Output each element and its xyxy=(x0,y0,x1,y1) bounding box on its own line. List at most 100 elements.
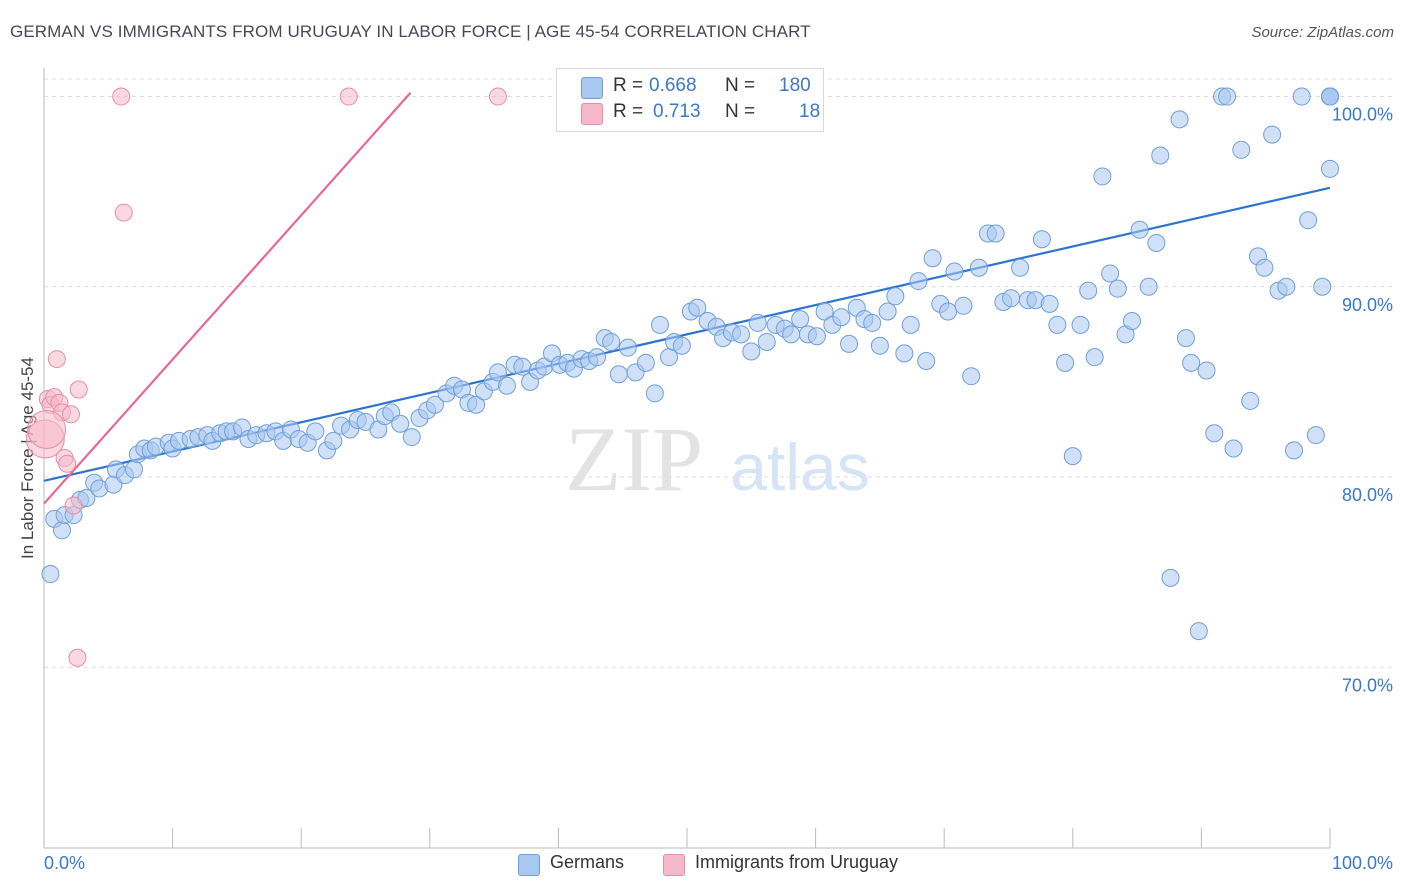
point-germans xyxy=(870,336,889,355)
point-germans xyxy=(1122,312,1141,331)
x-tick-label: 0.0% xyxy=(44,853,85,873)
point-germans xyxy=(1130,220,1149,239)
point-germans xyxy=(886,287,905,306)
gridlines xyxy=(44,78,1392,668)
point-germans xyxy=(391,414,410,433)
point-germans xyxy=(939,302,958,321)
point-germans xyxy=(1224,439,1243,458)
point-germans xyxy=(1197,361,1216,380)
point-germans xyxy=(815,302,834,321)
point-germans xyxy=(1002,289,1021,308)
point-germans xyxy=(917,351,936,370)
legend-n-label: N = xyxy=(725,75,756,96)
point-germans xyxy=(636,353,655,372)
legend-r-label: R = xyxy=(613,101,644,122)
point-germans xyxy=(1170,110,1189,129)
point-germans xyxy=(1189,622,1208,641)
point-germans xyxy=(840,334,859,353)
point-germans xyxy=(1011,258,1030,277)
point-uruguay xyxy=(112,87,131,106)
legend-swatch-uruguay xyxy=(581,103,603,125)
point-germans xyxy=(645,384,664,403)
point-germans xyxy=(962,367,981,386)
legend-label-germans: Germans xyxy=(550,852,625,872)
point-germans xyxy=(324,431,343,450)
point-uruguay xyxy=(64,496,83,515)
point-germans xyxy=(688,298,707,317)
point-germans xyxy=(945,262,964,281)
legend-r-value: 0.713 xyxy=(653,101,701,122)
point-germans xyxy=(1048,315,1067,334)
point-germans xyxy=(1263,125,1282,144)
point-uruguay xyxy=(47,350,66,369)
point-germans xyxy=(1321,87,1339,106)
point-germans xyxy=(1063,447,1082,466)
point-germans xyxy=(618,338,637,357)
point-germans xyxy=(1255,258,1274,277)
point-uruguay xyxy=(62,405,81,424)
point-germans xyxy=(467,395,486,414)
point-germans xyxy=(1040,294,1059,313)
point-germans xyxy=(1108,279,1127,298)
watermark-zip: ZIP xyxy=(565,408,703,510)
point-germans xyxy=(1151,146,1170,165)
legend-n-value: 18 xyxy=(799,101,821,122)
point-germans xyxy=(1176,329,1195,348)
point-germans xyxy=(782,325,801,344)
point-germans xyxy=(1232,140,1251,159)
point-germans xyxy=(587,348,606,367)
point-uruguay xyxy=(339,87,358,106)
legend-swatch-germans xyxy=(518,854,540,876)
point-germans xyxy=(1079,281,1098,300)
point-germans xyxy=(602,332,621,351)
legend-label-uruguay: Immigrants from Uruguay xyxy=(695,852,899,872)
legend-n-value: 180 xyxy=(779,75,811,96)
point-germans xyxy=(1292,87,1311,106)
point-uruguay xyxy=(69,380,88,399)
point-germans xyxy=(1218,87,1237,106)
point-germans xyxy=(1101,264,1120,283)
point-germans xyxy=(757,332,776,351)
point-germans xyxy=(863,313,882,332)
point-germans xyxy=(742,342,761,361)
source-credit: Source: ZipAtlas.com xyxy=(1251,24,1394,41)
point-germans xyxy=(832,308,851,327)
legend-swatch-uruguay xyxy=(663,854,685,876)
correlation-legend: R = 0.668 N = 180 R = 0.713 N = 18 xyxy=(556,68,824,132)
point-germans xyxy=(807,327,826,346)
tick-labels: 70.0% 80.0% 90.0% 100.0% 0.0% 100.0% xyxy=(44,105,1393,873)
y-tick-label: 100.0% xyxy=(1332,105,1393,125)
point-germans xyxy=(306,422,325,441)
x-tick-label: 100.0% xyxy=(1332,853,1393,873)
point-germans xyxy=(1056,353,1075,372)
point-germans xyxy=(1182,353,1201,372)
y-tick-label: 90.0% xyxy=(1342,295,1393,315)
point-uruguay xyxy=(68,648,87,667)
point-uruguay xyxy=(58,454,77,473)
point-germans xyxy=(732,325,751,344)
point-germans xyxy=(1071,315,1090,334)
point-germans xyxy=(923,249,942,268)
point-germans xyxy=(1321,159,1339,178)
point-germans xyxy=(1284,441,1303,460)
point-germans xyxy=(488,363,507,382)
point-germans xyxy=(41,565,60,584)
point-germans xyxy=(609,365,628,384)
legend-r-label: R = xyxy=(613,75,644,96)
point-germans xyxy=(1032,230,1051,249)
y-tick-label: 80.0% xyxy=(1342,485,1393,505)
point-germans xyxy=(791,310,810,329)
point-germans xyxy=(901,315,920,334)
point-germans xyxy=(1205,424,1224,443)
point-uruguay xyxy=(114,203,133,222)
point-germans xyxy=(1313,277,1332,296)
trend-line-uruguay xyxy=(43,91,412,505)
series-legend: Germans Immigrants from Uruguay xyxy=(0,852,1406,876)
point-germans xyxy=(748,313,767,332)
legend-n-label: N = xyxy=(725,101,756,122)
point-germans xyxy=(1306,426,1325,445)
point-germans xyxy=(513,357,532,376)
point-germans xyxy=(497,376,516,395)
point-germans xyxy=(1241,391,1260,410)
